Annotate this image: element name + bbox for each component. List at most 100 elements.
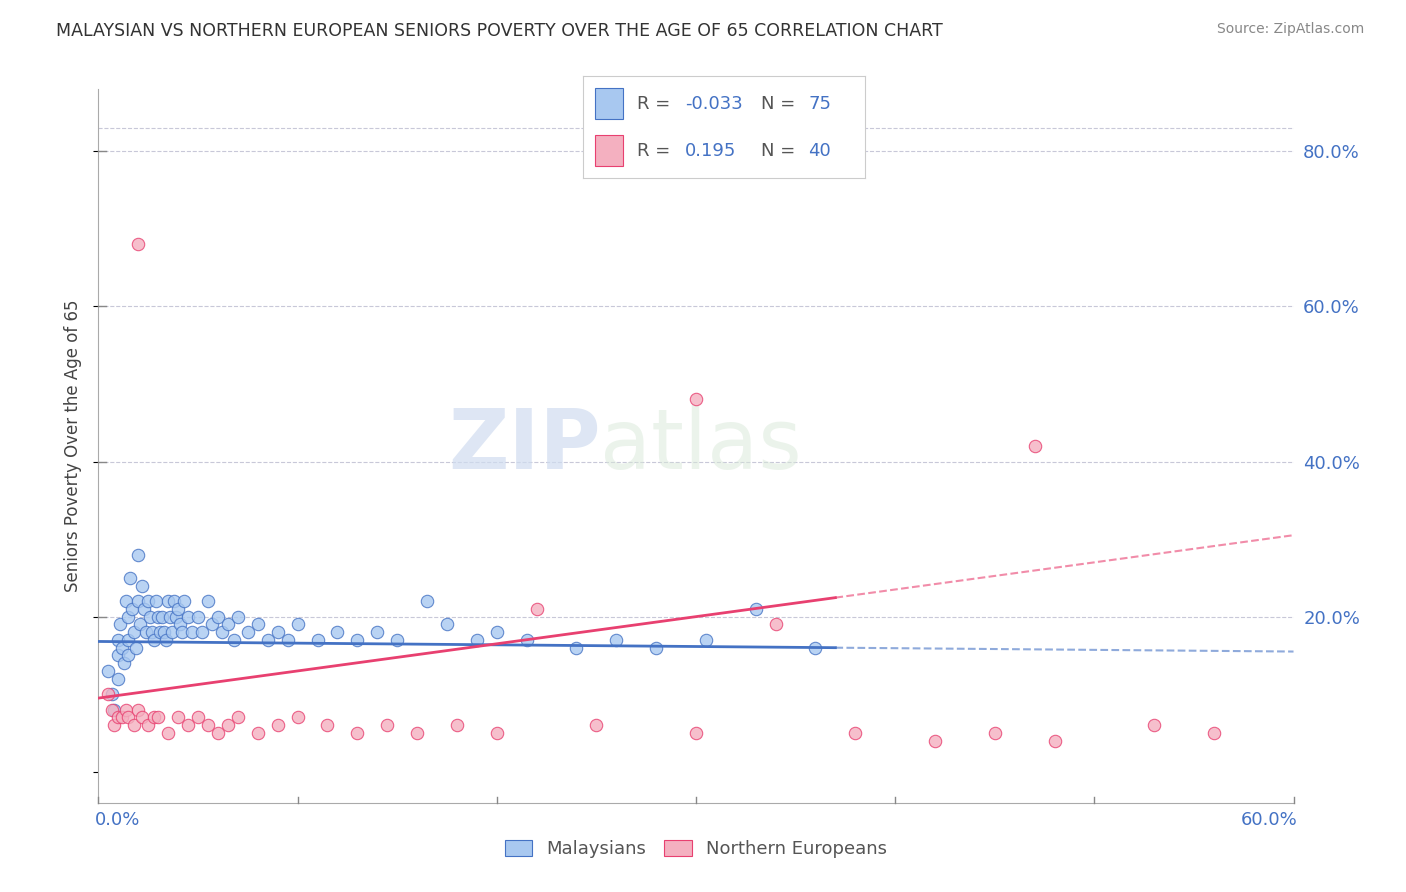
Point [124, 625, 146, 640]
Point [139, 609, 162, 624]
Point [526, 602, 548, 616]
Point [148, 710, 170, 724]
Text: MALAYSIAN VS NORTHERN EUROPEAN SENIORS POVERTY OVER THE AGE OF 65 CORRELATION CH: MALAYSIAN VS NORTHERN EUROPEAN SENIORS P… [56, 22, 943, 40]
Point [685, 392, 707, 407]
Point [115, 703, 138, 717]
Point [197, 594, 219, 608]
Point [485, 726, 508, 740]
Point [375, 718, 398, 732]
Point [984, 726, 1007, 740]
Point [177, 609, 200, 624]
Point [145, 594, 167, 608]
Point [167, 602, 190, 616]
Point [107, 632, 129, 647]
Point [844, 726, 866, 740]
Point [765, 617, 787, 632]
Point [131, 579, 153, 593]
Point [97, 664, 120, 678]
Point [165, 609, 187, 624]
Point [226, 710, 249, 724]
Point [101, 687, 124, 701]
Point [191, 625, 214, 640]
Text: 40: 40 [808, 142, 831, 160]
Point [149, 625, 172, 640]
Point [125, 640, 148, 655]
Point [120, 571, 142, 585]
Text: atlas: atlas [600, 406, 801, 486]
Bar [595, 88, 623, 119]
Point [226, 609, 249, 624]
Point [107, 648, 129, 663]
Point [141, 625, 163, 640]
Point [169, 617, 191, 632]
Point [153, 625, 176, 640]
Text: N =: N = [761, 142, 800, 160]
Point [117, 632, 139, 647]
Point [181, 625, 204, 640]
Point [110, 617, 132, 632]
Point [172, 625, 194, 640]
Point [159, 609, 181, 624]
Point [326, 625, 349, 640]
Point [236, 625, 259, 640]
Point [1202, 726, 1225, 740]
Point [124, 718, 146, 732]
Point [307, 632, 329, 647]
Text: N =: N = [761, 95, 800, 112]
Point [256, 632, 278, 647]
Point [160, 625, 183, 640]
Point [143, 710, 166, 724]
Point [924, 733, 946, 747]
Point [150, 609, 173, 624]
Point [136, 594, 159, 608]
Point [406, 726, 429, 740]
Point [101, 703, 124, 717]
Point [217, 718, 239, 732]
Point [1043, 733, 1066, 747]
Point [465, 632, 488, 647]
Point [107, 710, 129, 724]
Point [207, 609, 229, 624]
Point [246, 617, 269, 632]
Point [287, 710, 309, 724]
Legend: Malaysians, Northern Europeans: Malaysians, Northern Europeans [498, 832, 894, 865]
Point [385, 632, 409, 647]
Point [685, 726, 707, 740]
Point [804, 640, 827, 655]
Point [111, 710, 134, 724]
Point [446, 718, 468, 732]
Point [745, 602, 768, 616]
Point [117, 648, 139, 663]
Point [103, 703, 125, 717]
Point [1024, 439, 1046, 453]
Text: 60.0%: 60.0% [1240, 811, 1298, 829]
Point [267, 718, 290, 732]
Point [157, 594, 180, 608]
Point [103, 718, 125, 732]
Text: 0.0%: 0.0% [94, 811, 139, 829]
Text: -0.033: -0.033 [685, 95, 742, 112]
Point [346, 632, 368, 647]
Point [107, 672, 129, 686]
Point [287, 617, 309, 632]
Point [167, 710, 190, 724]
Point [267, 625, 290, 640]
Text: 0.195: 0.195 [685, 142, 737, 160]
Point [136, 718, 159, 732]
Point [143, 632, 166, 647]
Point [187, 710, 209, 724]
Bar [595, 136, 623, 166]
Point [134, 602, 156, 616]
Y-axis label: Seniors Poverty Over the Age of 65: Seniors Poverty Over the Age of 65 [65, 300, 83, 592]
Point [127, 594, 149, 608]
Point [222, 632, 245, 647]
Point [695, 632, 717, 647]
Point [112, 656, 135, 670]
Point [197, 718, 219, 732]
Point [131, 710, 153, 724]
Point [148, 609, 170, 624]
Point [117, 710, 139, 724]
Text: R =: R = [637, 142, 676, 160]
Point [127, 237, 149, 252]
Point [436, 617, 458, 632]
